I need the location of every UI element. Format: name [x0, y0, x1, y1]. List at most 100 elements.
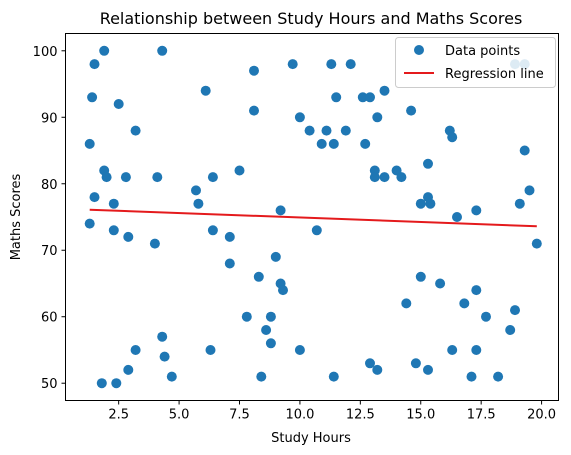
data-point — [157, 45, 168, 56]
data-point — [261, 325, 272, 335]
data-point — [372, 112, 383, 123]
data-point — [256, 371, 267, 382]
data-point — [149, 238, 160, 249]
data-point — [372, 364, 383, 375]
data-point — [331, 92, 342, 103]
y-tick-label: 80 — [41, 178, 58, 193]
data-point — [379, 172, 390, 183]
data-point — [406, 105, 417, 116]
data-point — [84, 218, 95, 229]
data-point — [278, 285, 288, 296]
y-tick-label: 100 — [33, 45, 58, 60]
data-point — [423, 158, 433, 169]
legend-marker-data-points — [414, 45, 424, 55]
x-tick-label: 10.0 — [285, 408, 314, 423]
data-point — [531, 238, 542, 249]
legend-box — [395, 37, 556, 88]
data-point — [200, 85, 211, 96]
y-axis: 50 60 70 80 90 100 — [33, 45, 66, 392]
data-point — [505, 325, 516, 335]
data-point — [519, 145, 530, 156]
data-point — [493, 371, 504, 382]
y-axis-label: Maths Scores — [9, 173, 24, 260]
data-point — [265, 338, 276, 349]
data-point — [360, 138, 371, 149]
x-axis: 2.5 5.0 7.5 10.0 12.5 15.0 17.5 20.0 — [108, 400, 556, 423]
data-point — [357, 92, 368, 103]
data-point — [87, 92, 98, 103]
data-point — [157, 331, 168, 342]
x-tick-label: 17.5 — [467, 408, 496, 423]
data-point — [253, 271, 264, 282]
data-point — [265, 311, 276, 322]
data-point — [108, 198, 119, 209]
x-tick-label: 2.5 — [108, 408, 129, 423]
data-point — [205, 345, 216, 355]
chart-title: Relationship between Study Hours and Mat… — [100, 9, 523, 28]
data-point — [452, 212, 462, 222]
data-point — [84, 138, 95, 149]
data-point — [249, 105, 259, 116]
x-tick-label: 5.0 — [169, 408, 190, 423]
data-point — [328, 138, 339, 149]
data-point — [415, 198, 426, 209]
data-point — [249, 65, 259, 76]
data-point — [316, 138, 327, 149]
data-point — [99, 45, 110, 56]
data-point — [224, 231, 235, 242]
data-point — [89, 192, 100, 203]
data-point — [108, 225, 119, 236]
data-point — [471, 205, 482, 216]
data-point — [410, 358, 421, 369]
data-point — [481, 311, 491, 322]
x-tick-label: 15.0 — [406, 408, 435, 423]
data-point — [471, 345, 482, 355]
data-point — [191, 185, 201, 196]
y-tick-label: 50 — [41, 377, 58, 392]
y-tick-label: 90 — [41, 111, 58, 126]
data-point — [447, 132, 458, 143]
x-tick-label: 20.0 — [527, 408, 556, 423]
x-tick-label: 12.5 — [346, 408, 375, 423]
data-point — [340, 125, 351, 136]
data-point — [111, 378, 122, 389]
data-point — [471, 285, 482, 296]
x-tick-label: 7.5 — [229, 408, 250, 423]
data-point — [294, 112, 305, 123]
data-point — [193, 198, 204, 209]
legend-label-regression-line: Regression line — [445, 67, 544, 82]
data-point — [311, 225, 322, 236]
data-point — [275, 205, 286, 216]
data-point — [287, 59, 298, 70]
data-point — [345, 59, 356, 70]
data-point — [326, 59, 337, 70]
legend: Data points Regression line — [395, 37, 556, 88]
data-point — [294, 345, 305, 355]
data-point — [89, 59, 100, 70]
data-point — [123, 364, 134, 375]
data-point — [224, 258, 235, 269]
data-point — [510, 305, 520, 316]
data-point — [328, 371, 339, 382]
data-point — [207, 172, 218, 183]
data-point — [270, 251, 281, 262]
data-point — [379, 85, 390, 96]
data-point — [101, 172, 112, 183]
y-tick-label: 60 — [41, 311, 58, 326]
data-point — [159, 351, 170, 362]
data-point — [425, 198, 436, 209]
data-point — [123, 231, 134, 242]
data-point — [415, 271, 426, 282]
plot-area — [84, 45, 542, 389]
data-point — [524, 185, 535, 196]
data-point — [113, 99, 124, 109]
legend-label-data-points: Data points — [445, 44, 520, 59]
data-point — [401, 298, 412, 309]
x-axis-label: Study Hours — [271, 431, 351, 446]
data-point — [365, 358, 375, 369]
data-point — [241, 311, 252, 322]
data-point — [369, 172, 380, 183]
data-point — [152, 172, 163, 183]
y-tick-label: 70 — [41, 244, 58, 259]
